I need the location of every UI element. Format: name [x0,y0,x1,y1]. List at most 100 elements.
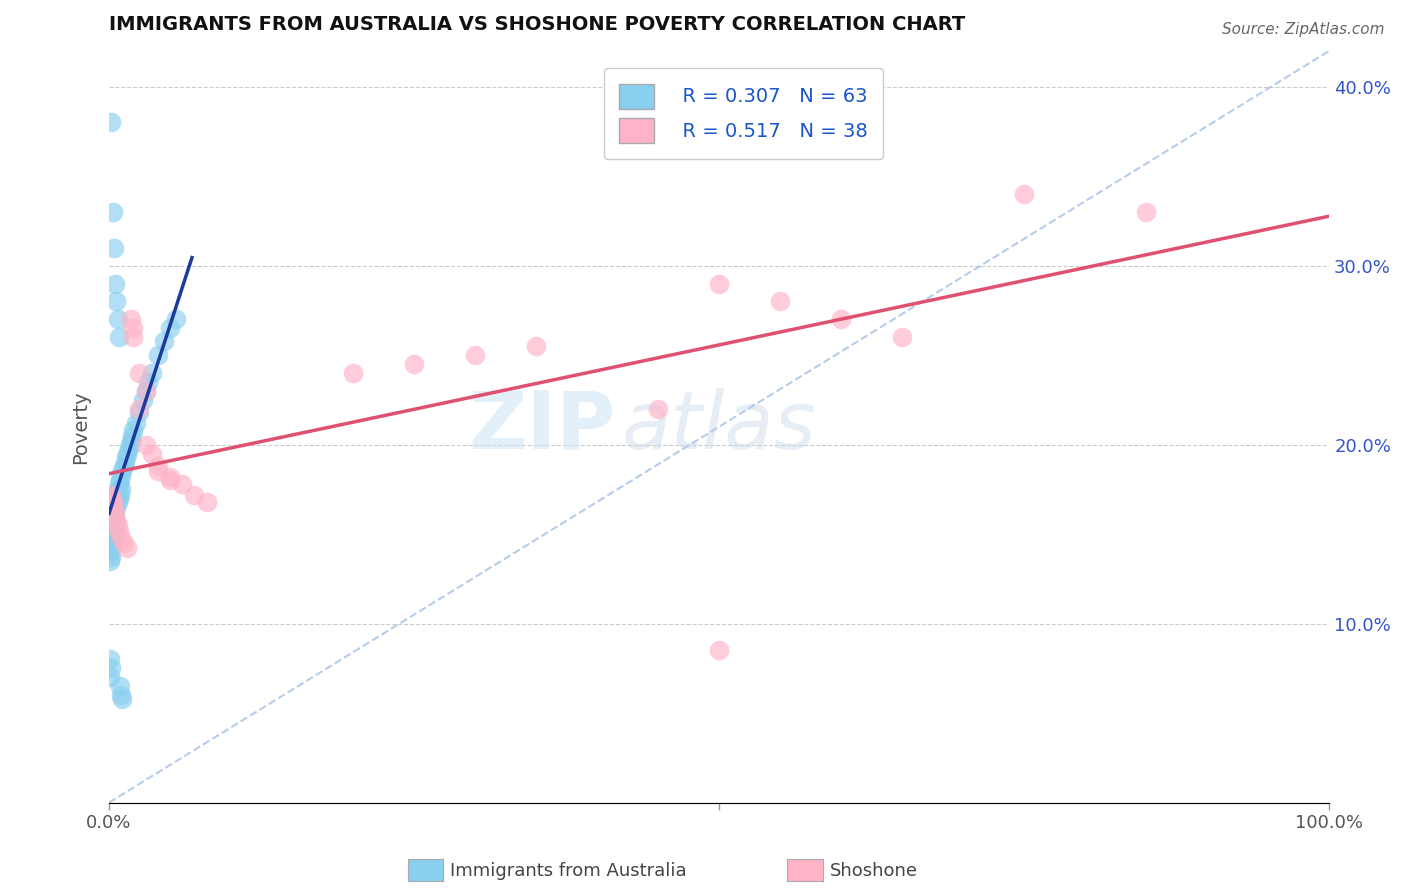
Point [107,518,129,533]
Point [1012,187,1035,202]
Point [104,518,127,533]
Point [122,321,145,335]
Point [108,679,131,693]
Point [128,405,150,419]
Point [107,495,129,509]
Point [122,330,145,344]
Point [111,691,134,706]
Point [104,506,127,520]
Point [100,518,122,533]
Point [107,483,129,497]
Point [146,348,169,362]
Point [122,423,145,437]
Point [100,541,122,556]
Point [121,428,143,442]
Point [159,321,181,335]
Point [98,491,121,506]
Point [110,483,132,497]
Point [105,294,128,309]
Point [104,506,127,520]
Text: IMMIGRANTS FROM AUSTRALIA VS SHOSHONE POVERTY CORRELATION CHART: IMMIGRANTS FROM AUSTRALIA VS SHOSHONE PO… [110,15,966,34]
Point [103,500,125,515]
Point [647,401,669,416]
Point [135,437,157,451]
Point [98,527,121,541]
Point [146,465,169,479]
Point [107,491,129,506]
Point [98,652,121,666]
Point [117,446,139,460]
Point [101,524,124,538]
Point [100,115,122,129]
Text: atlas: atlas [621,388,817,466]
Point [342,366,364,380]
Point [100,509,122,524]
Point [136,375,159,389]
Point [98,536,121,550]
Point [135,384,157,398]
Point [101,500,124,515]
Point [128,366,150,380]
Point [112,459,135,474]
Point [402,357,425,371]
Point [707,277,730,291]
Point [101,205,124,219]
Point [100,531,122,545]
Point [108,474,131,488]
Point [769,294,792,309]
Point [159,474,181,488]
Point [112,536,135,550]
Point [100,661,122,675]
Point [98,518,121,533]
Point [107,330,129,344]
Point [104,277,127,291]
Point [117,441,139,455]
Point [135,384,157,398]
Point [120,434,142,448]
Point [114,456,136,470]
Point [108,488,131,502]
Point [105,500,128,515]
Point [98,554,121,568]
Y-axis label: Poverty: Poverty [72,390,90,464]
Text: Immigrants from Australia: Immigrants from Australia [450,862,686,880]
Text: ZIP: ZIP [468,388,616,466]
Point [117,541,139,556]
Point [118,437,141,451]
Point [101,536,124,550]
Point [105,488,128,502]
Point [524,339,547,353]
Point [105,513,128,527]
Legend:   R = 0.307   N = 63,   R = 0.517   N = 38: R = 0.307 N = 63, R = 0.517 N = 38 [603,68,883,159]
Point [98,545,121,559]
Point [120,312,142,326]
Point [830,312,852,326]
Point [101,513,124,527]
Point [103,509,125,524]
Point [107,524,129,538]
Point [100,488,122,502]
Point [132,392,155,407]
Point [110,531,132,545]
Point [707,643,730,657]
Point [128,401,150,416]
Point [141,446,163,460]
Point [103,522,125,536]
Point [104,491,127,506]
Text: Source: ZipAtlas.com: Source: ZipAtlas.com [1222,22,1385,37]
Point [103,241,125,255]
Point [103,495,125,509]
Point [110,468,132,483]
Point [107,312,129,326]
Point [110,688,132,702]
Point [891,330,914,344]
Point [125,416,148,430]
Point [146,459,169,474]
Point [153,334,176,348]
Point [1135,205,1157,219]
Point [183,488,205,502]
Point [464,348,486,362]
Point [159,470,181,484]
Point [111,463,134,477]
Text: Shoshone: Shoshone [830,862,918,880]
